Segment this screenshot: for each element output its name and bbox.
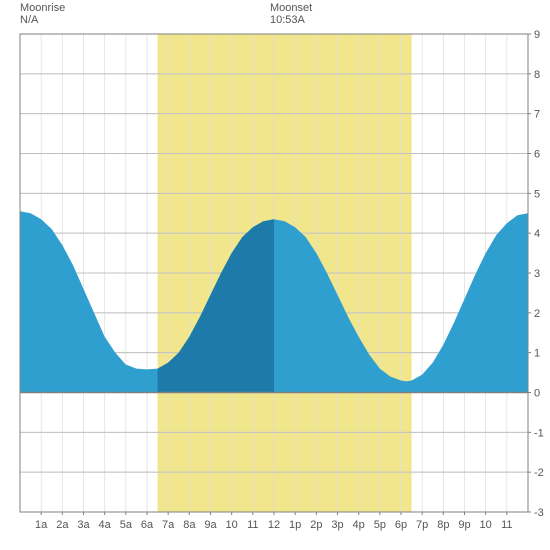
svg-text:10: 10	[226, 519, 238, 531]
svg-text:8a: 8a	[183, 519, 196, 531]
svg-text:2a: 2a	[56, 519, 69, 531]
svg-text:4a: 4a	[99, 519, 112, 531]
svg-text:7: 7	[534, 109, 540, 121]
svg-text:3a: 3a	[77, 519, 90, 531]
svg-text:3p: 3p	[331, 519, 343, 531]
svg-text:1p: 1p	[289, 519, 301, 531]
svg-text:-1: -1	[534, 427, 544, 439]
moonset-value: 10:53A	[270, 14, 312, 26]
svg-text:4p: 4p	[353, 519, 365, 531]
svg-text:2: 2	[534, 308, 540, 320]
svg-text:9: 9	[534, 29, 540, 41]
moonrise-title: Moonrise	[20, 2, 65, 14]
moonset-label-block: Moonset 10:53A	[270, 2, 312, 26]
svg-text:8p: 8p	[437, 519, 449, 531]
svg-text:1a: 1a	[35, 519, 48, 531]
svg-text:1: 1	[534, 348, 540, 360]
svg-text:5: 5	[534, 188, 540, 200]
tide-chart: Moonrise N/A Moonset 10:53A -3-2-1012345…	[0, 0, 550, 550]
svg-text:5a: 5a	[120, 519, 133, 531]
svg-text:4: 4	[534, 228, 540, 240]
moonset-title: Moonset	[270, 2, 312, 14]
tide-chart-svg: -3-2-101234567891a2a3a4a5a6a7a8a9a101112…	[0, 0, 550, 550]
svg-text:-3: -3	[534, 507, 544, 519]
svg-text:10: 10	[480, 519, 492, 531]
svg-text:11: 11	[501, 519, 512, 531]
svg-text:0: 0	[534, 388, 540, 400]
svg-text:5p: 5p	[374, 519, 386, 531]
svg-text:9p: 9p	[458, 519, 470, 531]
moonrise-value: N/A	[20, 14, 65, 26]
moonrise-label-block: Moonrise N/A	[20, 2, 65, 26]
svg-text:6a: 6a	[141, 519, 154, 531]
svg-text:12: 12	[268, 519, 280, 531]
svg-text:9a: 9a	[204, 519, 217, 531]
svg-text:6: 6	[534, 149, 540, 161]
svg-text:-2: -2	[534, 467, 544, 479]
svg-text:11: 11	[247, 519, 258, 531]
svg-text:7a: 7a	[162, 519, 175, 531]
svg-text:2p: 2p	[310, 519, 322, 531]
svg-text:8: 8	[534, 69, 540, 81]
svg-text:7p: 7p	[416, 519, 428, 531]
svg-text:6p: 6p	[395, 519, 407, 531]
svg-text:3: 3	[534, 268, 540, 280]
